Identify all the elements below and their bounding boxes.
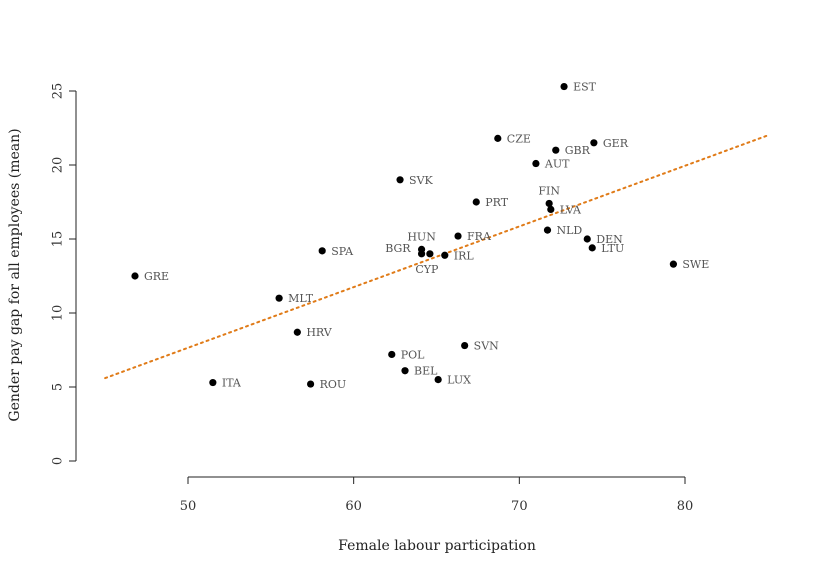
data-label-ltu: LTU [601,242,624,255]
data-label-aut: AUT [544,158,570,171]
y-tick-label: 0 [51,457,66,465]
data-label-spa: SPA [331,245,354,258]
data-label-swe: SWE [682,258,709,271]
data-label-svn: SVN [474,340,499,353]
data-label-mlt: MLT [288,292,314,305]
x-axis-title: Female labour participation [338,538,536,554]
data-label-gre: GRE [144,270,169,283]
data-label-svk: SVK [409,174,433,187]
data-point-gbr [552,146,560,154]
data-point-bgr [417,250,426,258]
data-label-rou: ROU [320,378,347,391]
y-tick-label: 20 [51,157,66,174]
data-point-fra [454,232,462,240]
data-label-cyp: CYP [415,263,439,276]
data-point-nld [543,226,552,234]
data-label-hun: HUN [407,230,436,243]
data-point-den [583,235,591,243]
trend-line [104,134,769,380]
data-label-pol: POL [401,348,425,361]
data-point-cze [494,134,502,142]
data-label-ita: ITA [222,377,242,390]
data-point-ita [209,378,217,387]
x-tick-label: 50 [180,499,197,514]
y-tick-label: 25 [51,83,66,100]
x-axis-ticks: 50 60 70 80 [180,477,694,514]
data-point-bel [401,367,409,375]
data-point-svk [396,176,404,184]
data-label-gbr: GBR [565,144,591,157]
data-label-bel: BEL [414,365,438,378]
data-label-bgr: BGR [385,242,411,255]
data-label-fin: FIN [538,184,560,197]
data-point-swe [669,260,678,268]
data-point-svn [461,341,469,350]
x-tick-label: 60 [345,499,362,514]
y-axis-title: Gender pay gap for all employees (mean) [7,128,23,421]
data-point-lux [434,376,442,384]
data-label-lux: LUX [447,374,471,387]
data-point-ger [590,139,598,147]
data-label-fra: FRA [467,230,492,243]
y-tick-label: 10 [51,305,66,322]
data-point-ltu [588,244,596,252]
data-point-hrv [293,328,301,336]
data-label-cze: CZE [507,132,531,145]
data-label-nld: NLD [556,224,582,237]
data-label-prt: PRT [485,196,508,209]
data-point-pol [388,350,396,359]
data-point-cyp [426,250,434,258]
data-label-den: DEN [596,233,623,246]
y-axis-ticks: 0 5 10 15 20 25 [51,83,76,465]
data-point-mlt [275,294,283,302]
data-label-est: EST [573,81,597,94]
data-point-gre [131,272,139,280]
data-point-est [560,82,568,91]
data-point-prt [472,198,480,206]
data-point-spa [318,247,326,255]
data-point-irl [441,251,449,259]
x-tick-label: 80 [677,499,694,514]
y-tick-label: 15 [51,231,66,248]
data-point-fin [545,199,553,208]
data-point-aut [532,159,540,168]
data-point-rou [306,380,315,388]
data-label-lva: LVA [560,203,582,216]
data-label-hrv: HRV [306,326,332,339]
x-tick-label: 70 [511,499,528,514]
data-point-lva [547,205,555,213]
data-label-ger: GER [603,137,629,150]
data-label-irl: IRL [454,249,475,262]
y-tick-label: 5 [51,383,66,391]
